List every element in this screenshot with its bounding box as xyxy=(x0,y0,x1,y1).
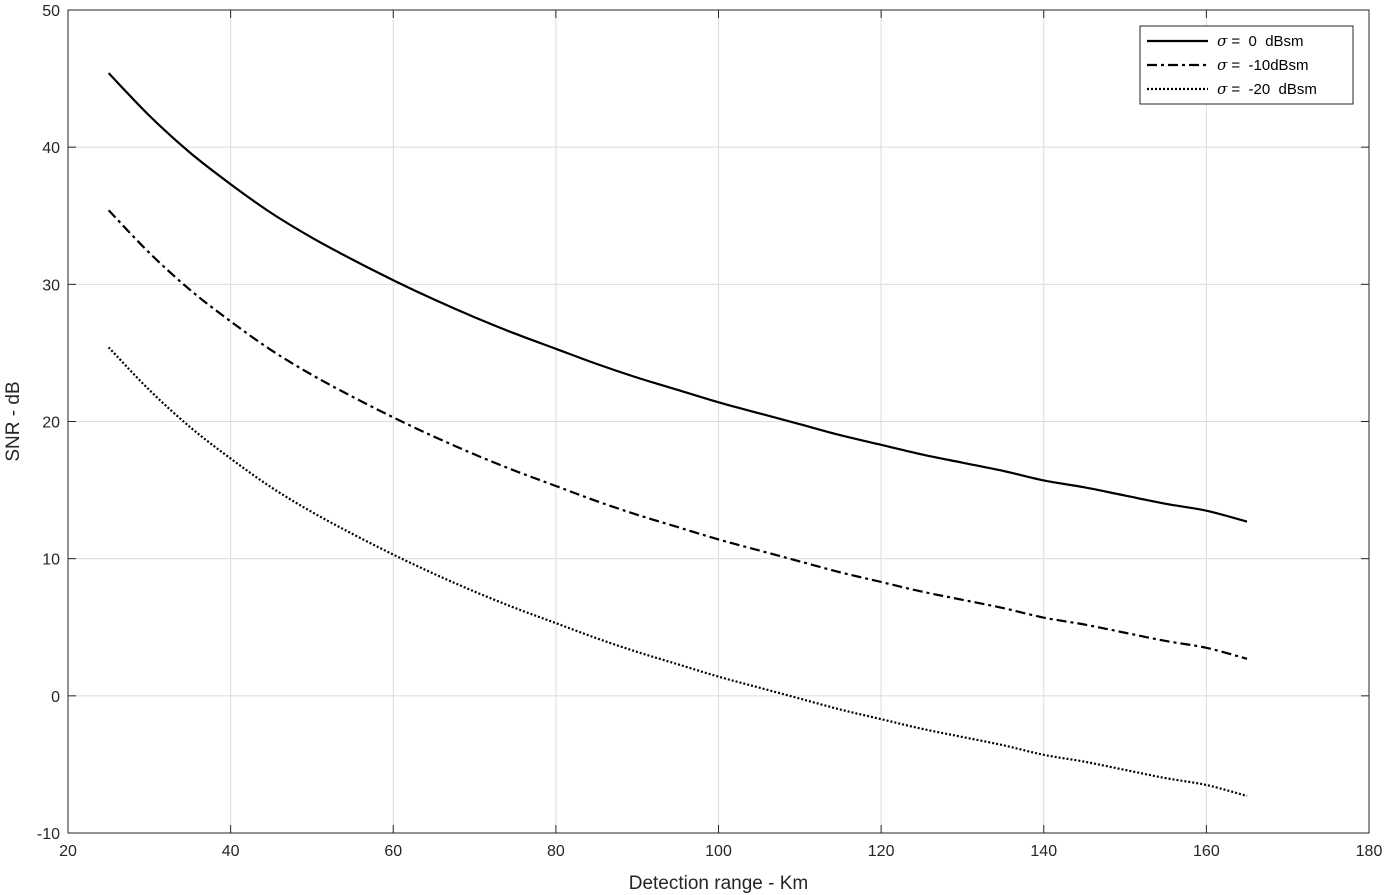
y-tick-label: 0 xyxy=(51,689,60,706)
legend-entry-text: = 0 dBsm xyxy=(1227,33,1303,50)
x-tick-label: 140 xyxy=(1030,843,1057,860)
series-line-3 xyxy=(107,346,1248,798)
legend-label-2: σ = -10dBsm xyxy=(1217,56,1309,74)
x-tick-label: 40 xyxy=(222,843,240,860)
x-tick-label: 20 xyxy=(59,843,77,860)
axes xyxy=(67,9,1370,834)
tick-labels: 20 40 60 80 100 120 140 160 180 -10 0 10 20 30 40 50 xyxy=(37,3,1383,860)
y-tick-label: -10 xyxy=(37,826,60,843)
series-lines xyxy=(107,72,1248,798)
sigma-symbol: σ xyxy=(1217,56,1228,74)
series-line-1 xyxy=(107,72,1248,523)
y-tick-label: 40 xyxy=(42,140,60,157)
y-tick-label: 30 xyxy=(42,277,60,294)
y-tick-label: 10 xyxy=(42,552,60,569)
grid xyxy=(67,9,1370,834)
x-tick-label: 160 xyxy=(1193,843,1220,860)
sigma-symbol: σ xyxy=(1217,80,1228,98)
series-line-2 xyxy=(107,209,1248,660)
y-tick-label: 50 xyxy=(42,3,60,20)
x-tick-label: 180 xyxy=(1356,843,1383,860)
legend-label-1: σ = 0 dBsm xyxy=(1217,32,1304,50)
x-tick-label: 120 xyxy=(868,843,895,860)
y-axis-label: SNR - dB xyxy=(3,381,24,461)
x-tick-label: 60 xyxy=(384,843,402,860)
x-tick-label: 100 xyxy=(705,843,732,860)
legend-entry-text: = -10dBsm xyxy=(1227,57,1308,74)
x-tick-label: 80 xyxy=(547,843,565,860)
legend-label-3: σ = -20 dBsm xyxy=(1217,80,1317,98)
sigma-symbol: σ xyxy=(1217,32,1228,50)
legend-entry-text: = -20 dBsm xyxy=(1227,81,1317,98)
y-tick-label: 20 xyxy=(42,415,60,432)
x-axis-label: Detection range - Km xyxy=(629,873,809,894)
